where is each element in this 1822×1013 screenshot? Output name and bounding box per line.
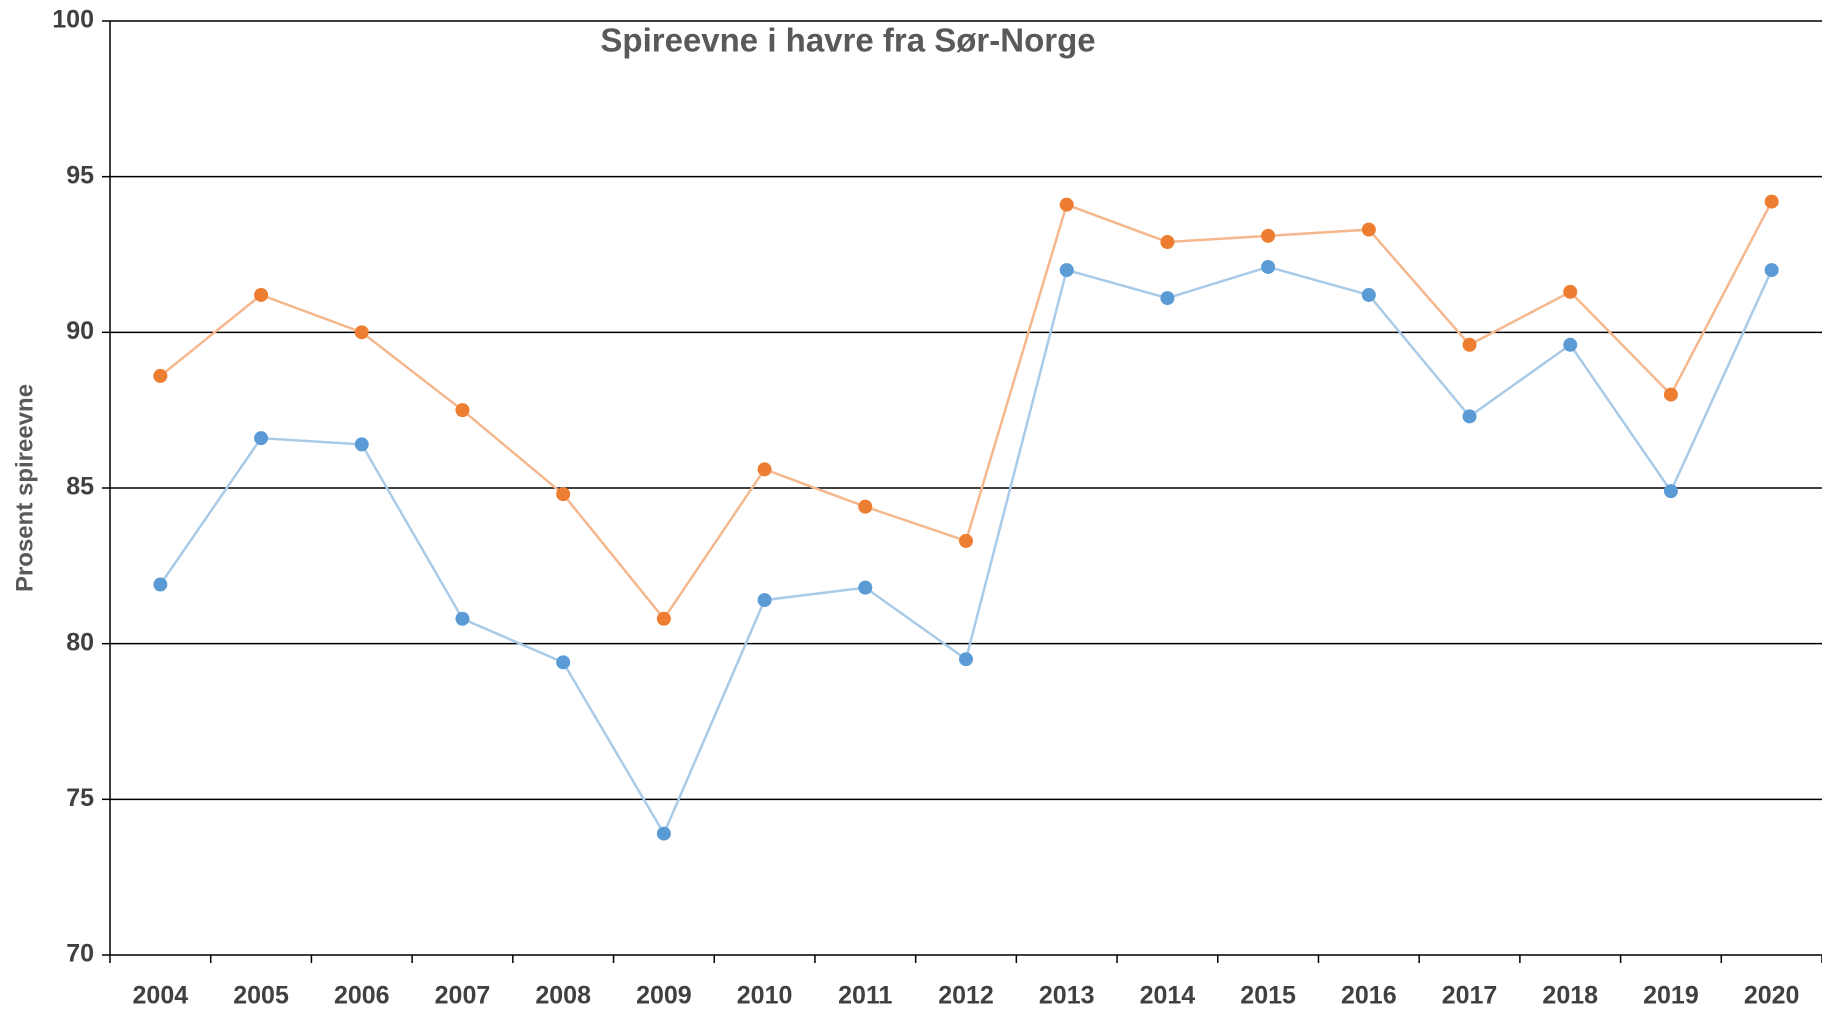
x-tick-label: 2004 <box>133 982 189 1010</box>
x-tick-label: 2016 <box>1341 982 1397 1010</box>
data-point <box>153 368 168 383</box>
data-point <box>959 652 973 667</box>
data-point <box>656 611 671 626</box>
data-point <box>1160 291 1175 306</box>
data-point <box>354 437 369 452</box>
x-tick-label: 2019 <box>1643 982 1699 1010</box>
data-point <box>1361 287 1376 302</box>
y-axis-label: Prosent spireevne <box>11 384 38 592</box>
data-point <box>959 533 973 548</box>
data-point <box>1764 263 1779 278</box>
data-point <box>455 403 470 418</box>
x-tick-label: 2006 <box>334 982 390 1010</box>
y-tick-label: 80 <box>66 628 94 656</box>
x-tick-label: 2015 <box>1240 982 1296 1010</box>
data-point <box>757 462 772 477</box>
chart-title: Spireevne i havre fra Sør-Norge <box>600 22 1095 59</box>
data-point <box>1563 284 1578 299</box>
data-point <box>1059 263 1074 278</box>
data-point <box>757 593 772 608</box>
x-tick-label: 2013 <box>1039 982 1095 1010</box>
data-point <box>1462 337 1477 352</box>
data-point <box>254 431 269 446</box>
x-tick-label: 2014 <box>1140 982 1196 1010</box>
data-point <box>556 487 571 502</box>
data-point <box>858 499 873 514</box>
data-point <box>1160 235 1175 250</box>
y-tick-label: 100 <box>52 6 94 34</box>
data-point <box>1764 194 1779 209</box>
x-tick-label: 2020 <box>1744 982 1800 1010</box>
data-point <box>556 655 571 670</box>
y-tick-label: 85 <box>66 473 94 501</box>
x-tick-label: 2008 <box>535 982 591 1010</box>
x-tick-label: 2010 <box>737 982 793 1010</box>
data-point <box>354 325 369 340</box>
series-line <box>159 200 1773 621</box>
data-point <box>656 826 671 841</box>
data-point <box>455 611 470 626</box>
data-point <box>153 577 168 592</box>
x-tick-label: 2005 <box>233 982 289 1010</box>
data-point <box>1462 409 1477 424</box>
y-tick-label: 70 <box>66 940 94 968</box>
data-point <box>1361 222 1376 237</box>
x-tick-label: 2018 <box>1542 982 1598 1010</box>
x-tick-label: 2011 <box>838 982 892 1010</box>
y-tick-label: 75 <box>66 784 94 812</box>
data-point <box>1059 197 1074 212</box>
data-point <box>254 287 269 302</box>
data-point <box>1261 228 1276 243</box>
data-point <box>858 580 873 595</box>
y-tick-label: 90 <box>66 317 94 345</box>
data-point <box>1563 337 1578 352</box>
x-tick-label: 2017 <box>1442 982 1498 1010</box>
x-tick-label: 2012 <box>938 982 994 1010</box>
y-tick-label: 95 <box>66 161 94 189</box>
x-tick-label: 2007 <box>435 982 491 1010</box>
x-tick-label: 2009 <box>636 982 692 1010</box>
data-point <box>1261 259 1276 274</box>
data-point <box>1663 484 1678 499</box>
data-point <box>1663 387 1678 402</box>
series-line <box>159 265 1773 837</box>
